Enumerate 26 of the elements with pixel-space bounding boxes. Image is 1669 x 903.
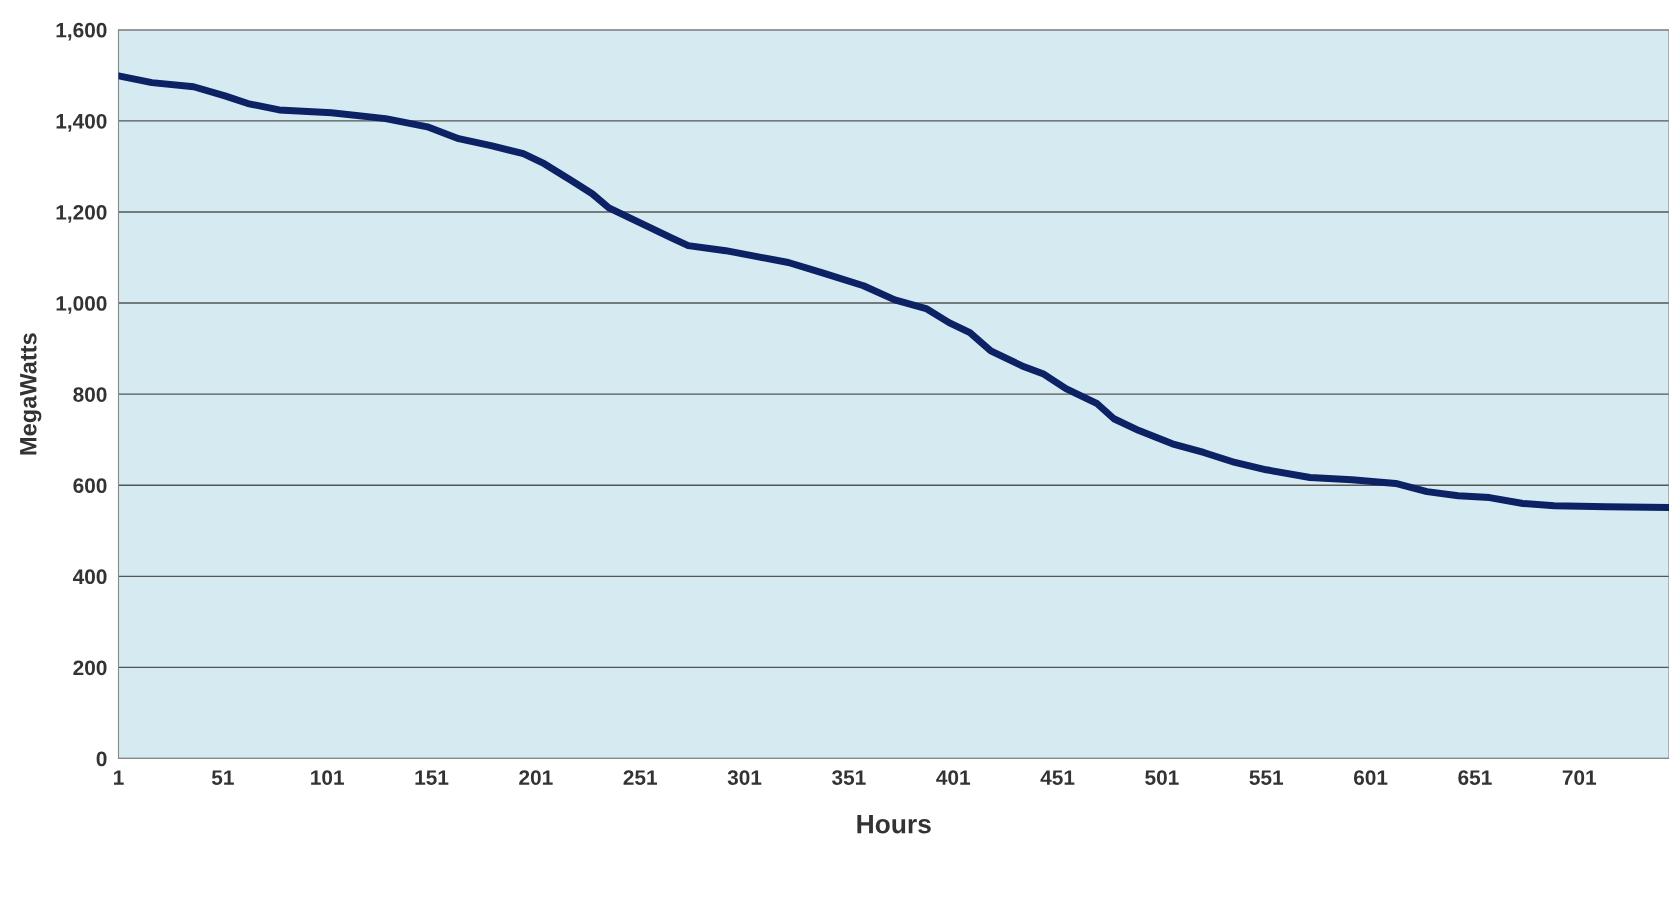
x-tick-label: 501 xyxy=(1145,770,1179,785)
y-tick-label: 1,000 xyxy=(56,296,107,314)
y-tick-label: 1,200 xyxy=(56,204,107,223)
x-tick-label: 151 xyxy=(415,770,449,785)
y-axis-title: MegaWatts xyxy=(20,333,42,455)
y-tick-label: 200 xyxy=(73,660,107,676)
x-tick-label: 651 xyxy=(1458,770,1492,785)
y-tick-label: 1,400 xyxy=(56,113,107,132)
y-tick-label: 1,600 xyxy=(56,22,107,41)
x-tick-label: 251 xyxy=(623,770,657,785)
x-tick-label: 51 xyxy=(211,770,234,785)
x-axis-title: Hours xyxy=(857,815,931,834)
x-tick-label: 451 xyxy=(1040,770,1075,785)
x-tick-label: 701 xyxy=(1562,770,1597,785)
x-tick-label: 201 xyxy=(519,770,553,785)
x-tick-label: 601 xyxy=(1353,770,1388,785)
y-tick-label: 600 xyxy=(73,478,107,493)
x-tick-label: 551 xyxy=(1249,770,1284,785)
y-tick-label: 400 xyxy=(72,569,107,585)
x-tick-label: 351 xyxy=(831,770,866,785)
y-tick-label: 0 xyxy=(96,751,107,767)
y-tick-label: 800 xyxy=(73,387,107,402)
x-tick-label: 101 xyxy=(311,770,344,785)
x-tick-label: 401 xyxy=(936,770,971,785)
x-tick-label: 1 xyxy=(114,770,124,785)
x-tick-label: 301 xyxy=(727,770,762,785)
